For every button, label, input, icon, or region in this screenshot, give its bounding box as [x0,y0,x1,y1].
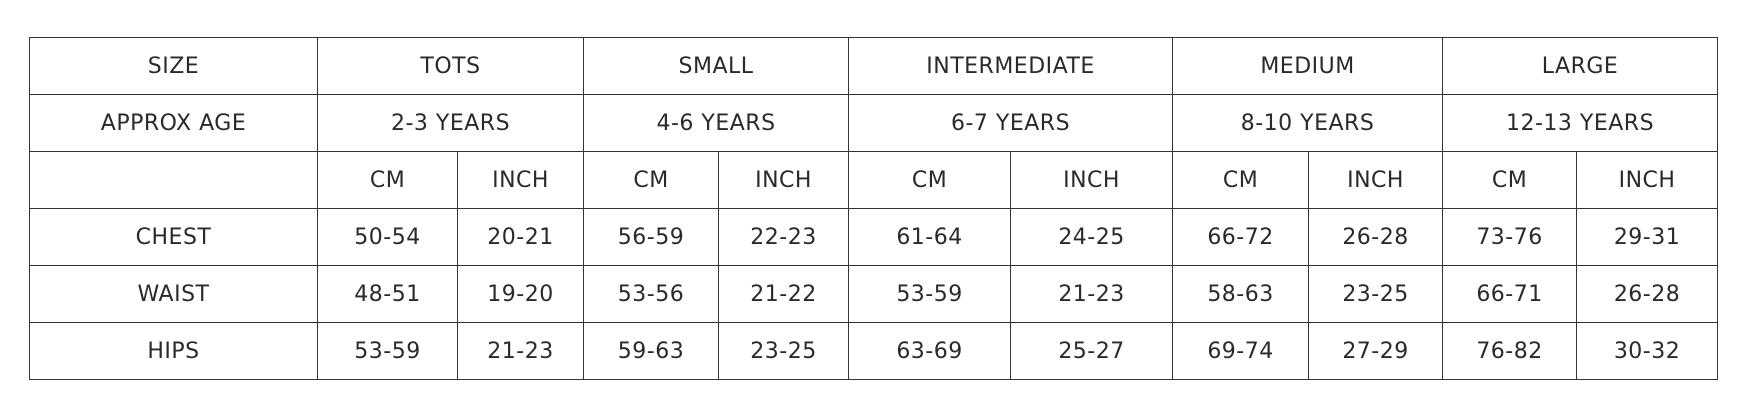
measurement: 59-63 [583,322,720,380]
size-name: SMALL [583,37,850,95]
unit: INCH [718,151,850,209]
unit: CM [583,151,720,209]
measurement: 61-64 [848,208,1012,266]
measurement: 66-71 [1442,265,1578,323]
row-label: CHEST [29,208,318,266]
measurement: 22-23 [718,208,850,266]
measurement: 30-32 [1576,322,1719,380]
unit: CM [848,151,1012,209]
unit: INCH [1576,151,1719,209]
table-row: APPROX AGE 2-3 YEARS 4-6 YEARS 6-7 YEARS 8-1… [29,94,1719,152]
unit: CM [1442,151,1578,209]
age-range: 2-3 YEARS [316,94,585,152]
measurement: 63-69 [848,322,1012,380]
table-row: CHEST 50-54 20-21 56-59 22-23 61-64 24-25 66-72… [29,208,1719,266]
unit: INCH [1010,151,1174,209]
table-row: CM INCH CM INCH CM INCH CM INCH CM INCH [29,151,1719,209]
table-row: WAIST 48-51 19-20 53-56 21-22 53-59 21-23 58-63… [29,265,1719,323]
measurement: 21-23 [1010,265,1174,323]
size-chart: SIZE TOTS SMALL INTERMEDIATE MEDIUM LARGE APPR… [29,37,1719,380]
table-row: SIZE TOTS SMALL INTERMEDIATE MEDIUM LARGE [29,37,1719,95]
measurement: 53-56 [583,265,720,323]
size-name: TOTS [316,37,585,95]
measurement: 27-29 [1308,322,1444,380]
row-label: SIZE [29,37,318,95]
measurement: 53-59 [317,322,458,380]
measurement: 24-25 [1010,208,1174,266]
measurement: 73-76 [1442,208,1578,266]
row-label: WAIST [29,265,318,323]
unit: INCH [1308,151,1444,209]
measurement: 48-51 [317,265,458,323]
measurement: 56-59 [583,208,720,266]
measurement: 19-20 [456,265,585,323]
age-range: 12-13 YEARS [1442,94,1719,152]
age-range: 8-10 YEARS [1172,94,1444,152]
measurement: 26-28 [1308,208,1444,266]
unit: INCH [456,151,585,209]
measurement: 21-22 [718,265,850,323]
size-name: INTERMEDIATE [848,37,1174,95]
measurement: 23-25 [1308,265,1444,323]
measurement: 76-82 [1442,322,1578,380]
measurement: 21-23 [456,322,585,380]
unit: CM [1172,151,1310,209]
table-row: HIPS 53-59 21-23 59-63 23-25 63-69 25-27 69-74 2… [29,322,1719,380]
measurement: 23-25 [718,322,850,380]
measurement: 26-28 [1576,265,1719,323]
measurement: 25-27 [1010,322,1174,380]
size-name: LARGE [1442,37,1719,95]
measurement: 29-31 [1576,208,1719,266]
measurement: 66-72 [1172,208,1310,266]
unit: CM [317,151,458,209]
empty-cell [29,151,318,209]
age-range: 6-7 YEARS [848,94,1174,152]
row-label: HIPS [29,322,318,380]
measurement: 53-59 [848,265,1012,323]
measurement: 69-74 [1172,322,1310,380]
size-name: MEDIUM [1172,37,1444,95]
measurement: 58-63 [1172,265,1310,323]
age-range: 4-6 YEARS [583,94,850,152]
row-label: APPROX AGE [29,94,318,152]
measurement: 50-54 [317,208,458,266]
measurement: 20-21 [456,208,585,266]
